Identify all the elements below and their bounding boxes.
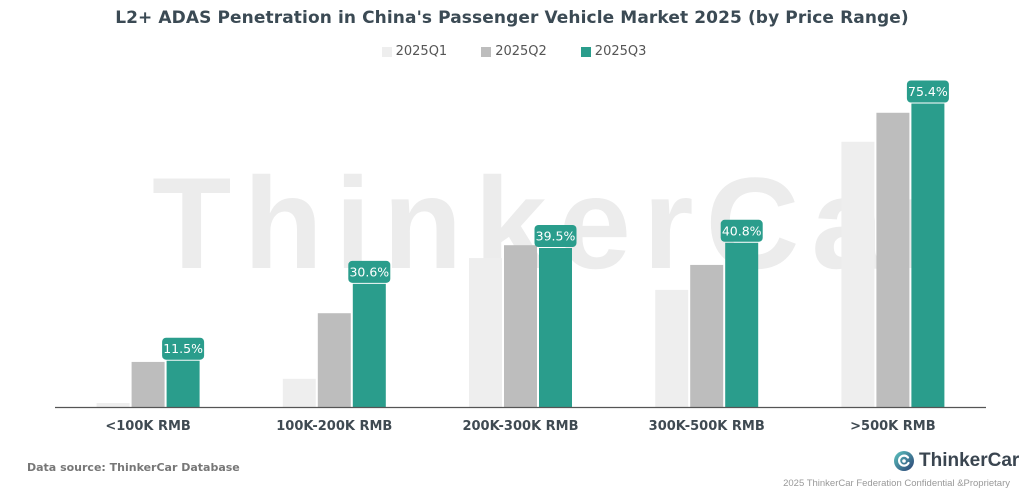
legend-item-q2[interactable]: 2025Q2 [481, 44, 547, 59]
bar-2025q2-3[interactable] [690, 264, 724, 407]
legend-swatch-q3 [580, 46, 591, 57]
x-tick-labels: <100K RMB 100K-200K RMB 200K-300K RMB 300K-… [105, 419, 935, 434]
data-label-bg-3 [720, 219, 763, 242]
bar-2025q1-0[interactable] [96, 402, 130, 407]
confidential-notice: 2025 ThinkerCar Federation Confidential … [783, 478, 1010, 489]
bar-2025q1-4[interactable] [841, 141, 875, 407]
x-tick-label-4: >500K RMB [850, 419, 935, 434]
data-label-bg-0 [162, 337, 205, 360]
bar-2025q2-1[interactable] [317, 313, 351, 407]
bar-2025q1-1[interactable] [282, 378, 316, 407]
data-label-bg-1 [348, 260, 391, 283]
bars-group [96, 103, 945, 408]
brand-logo: ThinkerCar [893, 450, 1019, 472]
legend-label-q2: 2025Q2 [495, 44, 547, 59]
legend-item-q3[interactable]: 2025Q3 [580, 44, 647, 59]
data-labels: 11.5% 30.6% 39.5% 40.8% 75.4% [162, 80, 949, 360]
legend-swatch-q1 [381, 46, 392, 57]
bar-2025q1-3[interactable] [655, 289, 689, 407]
x-tick-label-0: <100K RMB [105, 419, 190, 434]
bar-2025q3-3[interactable] [725, 242, 759, 407]
bar-2025q2-4[interactable] [876, 112, 910, 408]
bar-2025q3-0[interactable] [166, 360, 200, 407]
x-tick-label-3: 300K-500K RMB [649, 419, 765, 434]
x-tick-label-2: 200K-300K RMB [462, 419, 578, 434]
legend-label-q3: 2025Q3 [594, 44, 647, 59]
data-label-4: 75.4% [908, 84, 948, 99]
data-label-2: 39.5% [536, 229, 576, 244]
bar-2025q3-1[interactable] [352, 283, 386, 407]
data-label-0: 11.5% [163, 341, 203, 356]
brand-name: ThinkerCar [919, 450, 1020, 471]
legend: 2025Q1 2025Q2 2025Q3 [0, 44, 1024, 59]
data-label-1: 30.6% [349, 264, 389, 279]
legend-label-q1: 2025Q1 [395, 44, 448, 59]
bar-2025q2-2[interactable] [504, 245, 537, 407]
data-source: Data source: ThinkerCar Database [27, 461, 240, 474]
legend-swatch-q2 [481, 46, 492, 57]
bar-2025q3-2[interactable] [539, 248, 572, 407]
data-label-3: 40.8% [722, 223, 762, 238]
chart-title: L2+ ADAS Penetration in China's Passenge… [115, 8, 909, 28]
data-label-bg-2 [534, 225, 577, 248]
x-tick-label-1: 100K-200K RMB [276, 419, 392, 434]
data-label-bg-4 [906, 80, 949, 103]
legend-item-q1[interactable]: 2025Q1 [381, 44, 448, 59]
bar-2025q2-0[interactable] [131, 361, 165, 407]
bar-2025q3-4[interactable] [911, 103, 945, 407]
thinkercar-logo-icon [894, 451, 914, 471]
bar-2025q1-2[interactable] [469, 258, 502, 407]
